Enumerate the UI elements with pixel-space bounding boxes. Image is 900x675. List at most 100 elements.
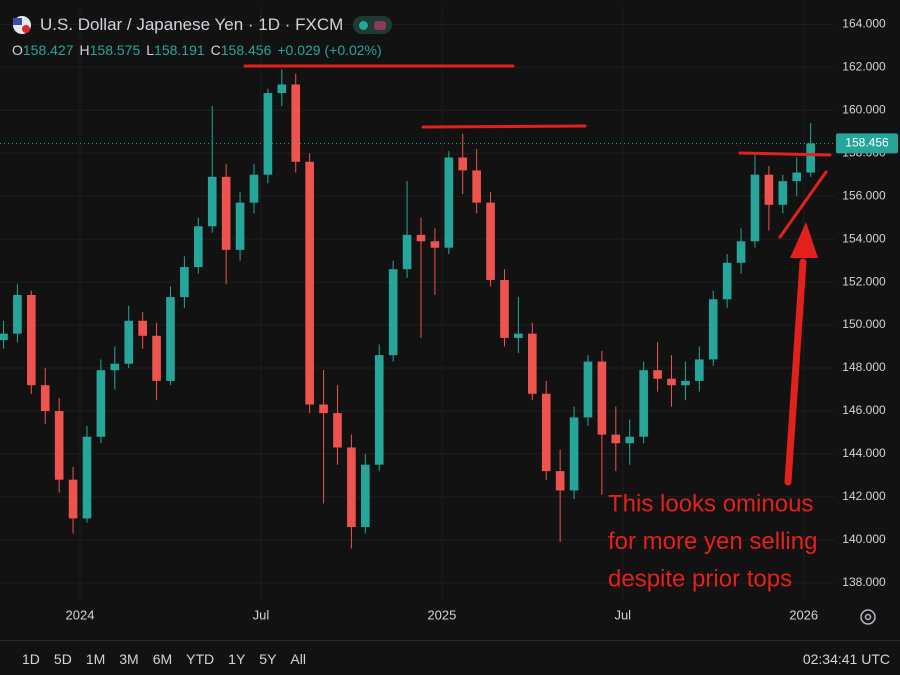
chart: 138.000 140.000 142.000 144.000 146.000 148.0… bbox=[0, 0, 900, 640]
drawings bbox=[243, 64, 832, 486]
last-price-box bbox=[836, 133, 898, 154]
ohlc-value: 158.456 bbox=[220, 42, 272, 58]
candle-body bbox=[625, 436, 635, 444]
range-button[interactable]: 6M bbox=[152, 650, 173, 667]
settings-icon[interactable] bbox=[860, 609, 876, 625]
candle-body bbox=[430, 241, 440, 248]
x-tick-label: 2024 bbox=[66, 607, 95, 622]
candle-body bbox=[40, 385, 50, 411]
range-button[interactable]: 1M bbox=[85, 650, 106, 667]
y-tick-label: 140.000 bbox=[842, 532, 886, 546]
candle-body bbox=[305, 161, 314, 405]
header: U.S. Dollar / Japanese Yen · 1D · FXCM O… bbox=[12, 12, 393, 58]
candle-body bbox=[374, 355, 384, 465]
range-button[interactable]: 1D bbox=[22, 650, 40, 667]
grid: 138.000 140.000 142.000 144.000 146.000 148.0… bbox=[0, 5, 886, 622]
settings-ring bbox=[860, 609, 876, 625]
candle-body bbox=[500, 279, 509, 338]
status-chip[interactable] bbox=[353, 16, 393, 34]
x-tick-label: Jul bbox=[614, 607, 631, 622]
candle-body bbox=[583, 361, 593, 418]
candle-body bbox=[458, 157, 468, 171]
candle-body bbox=[472, 170, 481, 203]
candle-body bbox=[360, 464, 370, 527]
candles bbox=[0, 69, 815, 549]
last-price-label: 158.456 bbox=[845, 136, 889, 150]
range-button[interactable]: 3M bbox=[119, 650, 139, 667]
candle-body bbox=[235, 202, 245, 250]
candle-body bbox=[96, 370, 106, 437]
symbol-title: U.S. Dollar / Japanese Yen · 1D · FXCM bbox=[40, 15, 344, 34]
candle-body bbox=[388, 269, 398, 356]
background bbox=[0, 0, 900, 640]
overlay: 158.456 This looks ominous for more yen se… bbox=[0, 133, 898, 592]
candle-body bbox=[152, 335, 161, 381]
candle-body bbox=[416, 234, 426, 242]
arrow-head bbox=[790, 222, 818, 258]
clock: 02:34:41 UTC bbox=[802, 650, 890, 667]
settings-core bbox=[864, 613, 872, 621]
candle-body bbox=[639, 370, 648, 437]
annotation-text: for more yen selling bbox=[608, 528, 817, 555]
candle-body bbox=[221, 176, 231, 250]
candle-body bbox=[124, 320, 134, 364]
candle-body bbox=[291, 84, 301, 162]
resistance-line bbox=[421, 124, 587, 129]
y-tick-label: 148.000 bbox=[842, 360, 886, 374]
candle-body bbox=[166, 297, 175, 381]
y-tick-label: 146.000 bbox=[842, 403, 886, 417]
candle-body bbox=[0, 333, 8, 341]
ohlc-value: 158.575 bbox=[89, 42, 141, 58]
resistance-line bbox=[738, 151, 832, 157]
candle-body bbox=[667, 378, 676, 386]
ohlc-key: C bbox=[210, 42, 221, 58]
y-tick-label: 164.000 bbox=[842, 17, 886, 31]
ohlc-row: O158.427 H158.575 L158.191 C158.456 +0.029 (… bbox=[12, 42, 392, 58]
annotation-text: This looks ominous bbox=[608, 490, 813, 517]
candle-body bbox=[750, 174, 760, 242]
candle-body bbox=[681, 380, 690, 386]
y-tick-label: 162.000 bbox=[842, 59, 886, 73]
flag-dot bbox=[22, 25, 30, 33]
candle-body bbox=[708, 299, 718, 360]
candle-body bbox=[180, 267, 189, 298]
candle-body bbox=[778, 181, 788, 205]
candle-body bbox=[569, 417, 579, 491]
candle-body bbox=[54, 410, 64, 480]
candle-body bbox=[263, 93, 273, 175]
title-row: U.S. Dollar / Japanese Yen · 1D · FXCM bbox=[12, 12, 393, 38]
ohlc-key: H bbox=[79, 42, 90, 58]
y-tick-label: 154.000 bbox=[842, 231, 886, 245]
y-tick-label: 138.000 bbox=[842, 575, 886, 589]
candle-body bbox=[597, 361, 607, 435]
y-tick-label: 150.000 bbox=[842, 317, 886, 331]
trend-line bbox=[778, 170, 828, 239]
arrow-shaft bbox=[784, 258, 807, 486]
range-button[interactable]: YTD bbox=[186, 650, 215, 667]
toolbar: 1D 5D 1M 3M 6M YTD 1Y 5Y All 02:34:41 UTC bbox=[0, 640, 900, 675]
range-button[interactable]: All bbox=[290, 650, 306, 667]
y-tick-label: 152.000 bbox=[842, 274, 886, 288]
candle-body bbox=[207, 176, 217, 227]
candle-body bbox=[806, 143, 815, 173]
ohlc-key: L bbox=[146, 42, 155, 58]
candle-body bbox=[527, 333, 537, 394]
candle-body bbox=[277, 84, 287, 94]
y-tick-label: 144.000 bbox=[842, 446, 886, 460]
range-button[interactable]: 5Y bbox=[259, 650, 277, 667]
candle-body bbox=[82, 436, 92, 519]
status-wave bbox=[374, 20, 387, 30]
candle-body bbox=[249, 174, 259, 203]
candle-body bbox=[514, 333, 523, 338]
candle-body bbox=[319, 404, 328, 414]
candle-body bbox=[486, 202, 495, 280]
y-tick-label: 156.000 bbox=[842, 188, 886, 202]
candle-body bbox=[764, 174, 774, 205]
candle-body bbox=[402, 234, 412, 270]
candle-body bbox=[444, 157, 454, 248]
flag-icon bbox=[13, 16, 31, 34]
candle-body bbox=[333, 413, 342, 448]
range-button[interactable]: 1Y bbox=[228, 650, 246, 667]
range-button[interactable]: 5D bbox=[53, 650, 72, 667]
